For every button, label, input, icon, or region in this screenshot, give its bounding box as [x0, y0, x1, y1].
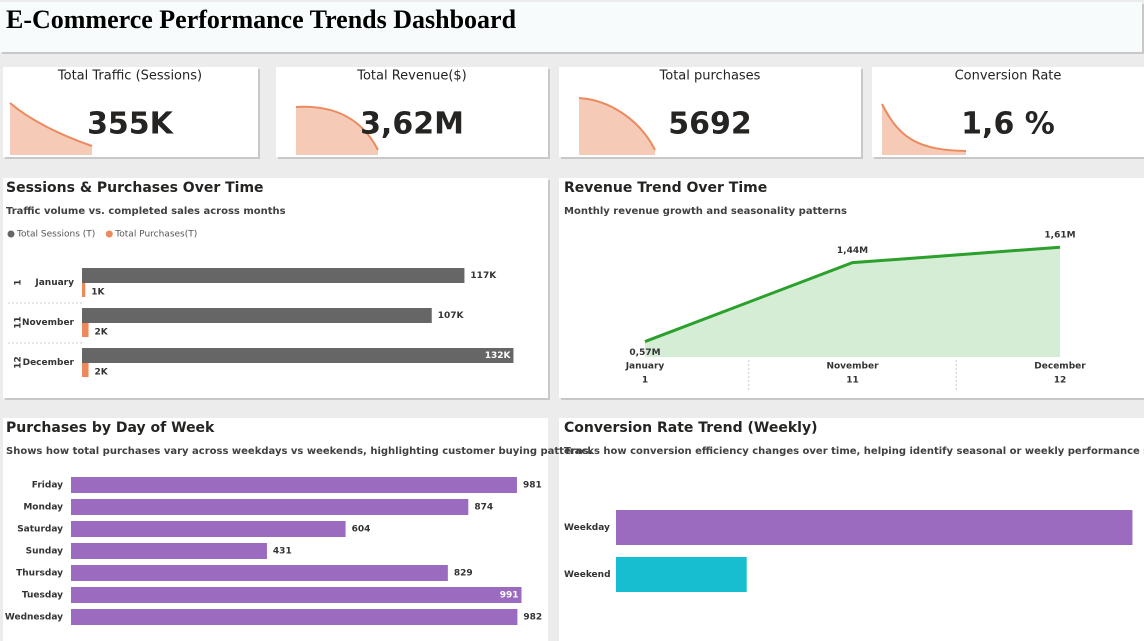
chart-title: Conversion Rate Trend (Weekly)	[564, 420, 818, 436]
sparklines	[9, 97, 967, 155]
legend-marker	[7, 230, 15, 238]
bar	[82, 268, 465, 283]
chart-title: Revenue Trend Over Time	[564, 180, 767, 196]
value-label: 1,44M	[837, 246, 868, 256]
kpi-label: Total purchases	[659, 69, 761, 84]
x-tick-label: December	[1034, 362, 1086, 372]
bar	[616, 510, 1133, 545]
x-tick-label: January	[625, 362, 665, 372]
category-code: 12	[14, 356, 24, 369]
x-tick-label: November	[826, 362, 879, 372]
bar	[616, 557, 747, 592]
category-code: 1	[14, 279, 24, 285]
category-label: Weekend	[564, 570, 611, 580]
category-label: Wednesday	[5, 613, 63, 623]
bar	[82, 363, 89, 377]
sparkline	[881, 103, 967, 152]
value-label: 1,61M	[1044, 231, 1075, 241]
sparkline-area	[579, 98, 655, 155]
category-label: Weekday	[564, 523, 610, 533]
line	[644, 245, 1061, 343]
category-label: Tuesday	[22, 591, 63, 601]
value-label: 1K	[91, 288, 105, 298]
sparkline	[9, 102, 93, 147]
x-tick-code: 12	[1054, 376, 1067, 386]
bar	[71, 477, 517, 493]
chart-subtitle: Traffic volume vs. completed sales acros…	[6, 206, 286, 217]
bar	[82, 323, 89, 337]
sparkline-area	[10, 103, 92, 155]
legend-label: Total Purchases(T)	[114, 230, 197, 240]
category-label: Monday	[23, 503, 63, 513]
kpi-value: 355K	[87, 107, 175, 142]
value-label: 0,57M	[629, 348, 660, 358]
chart-subtitle: Shows how total purchases vary across we…	[6, 446, 593, 457]
value-label: 829	[454, 569, 473, 579]
category-label: December	[23, 358, 75, 368]
category-label: Saturday	[17, 525, 63, 535]
chart-subtitle: Tracks how conversion efficiency changes…	[564, 446, 1144, 457]
dashboard-title: E-Commerce Performance Trends Dashboard	[6, 5, 517, 34]
value-label: 2K	[95, 368, 109, 378]
value-label: 117K	[470, 271, 497, 281]
kpi-value: 5692	[668, 107, 752, 142]
bar	[71, 609, 518, 625]
kpi-label: Conversion Rate	[955, 69, 1062, 84]
bar	[71, 543, 267, 559]
value-label: 431	[273, 547, 292, 557]
header	[0, 2, 1142, 52]
x-tick-code: 1	[642, 376, 648, 386]
bar	[82, 283, 86, 297]
value-label: 991	[500, 591, 519, 601]
chart-subtitle: Monthly revenue growth and seasonality p…	[564, 206, 847, 217]
sparkline	[578, 97, 656, 151]
sparkline	[295, 105, 379, 151]
value-label: 132K	[485, 351, 512, 361]
kpi-value: 1,6 %	[961, 107, 1055, 142]
category-label: Thursday	[16, 569, 63, 579]
x-tick-code: 11	[846, 376, 859, 386]
category-label: January	[34, 278, 74, 288]
legend-label: Total Sessions (T)	[16, 230, 95, 240]
bar	[82, 348, 514, 363]
bar	[82, 308, 432, 323]
value-label: 982	[523, 613, 542, 623]
bar	[71, 521, 346, 537]
sparkline-area	[296, 106, 378, 155]
bar	[71, 565, 448, 581]
bar	[71, 587, 522, 603]
kpi-label: Total Revenue($)	[356, 69, 467, 84]
value-label: 604	[352, 525, 371, 535]
kpi-value: 3,62M	[360, 107, 464, 142]
value-label: 107K	[438, 311, 465, 321]
bar	[71, 499, 469, 515]
category-label: Sunday	[26, 547, 64, 557]
category-label: November	[22, 318, 75, 328]
sparkline-area	[882, 104, 966, 155]
chart-title: Sessions & Purchases Over Time	[6, 180, 264, 196]
legend-marker	[105, 230, 113, 238]
value-label: 2K	[95, 328, 109, 338]
category-code: 11	[14, 316, 24, 329]
category-label: Friday	[32, 481, 63, 491]
value-label: 981	[523, 481, 542, 491]
area	[645, 247, 1060, 357]
chart-title: Purchases by Day of Week	[6, 420, 215, 436]
kpi-label: Total Traffic (Sessions)	[57, 69, 202, 84]
value-label: 874	[474, 503, 493, 513]
